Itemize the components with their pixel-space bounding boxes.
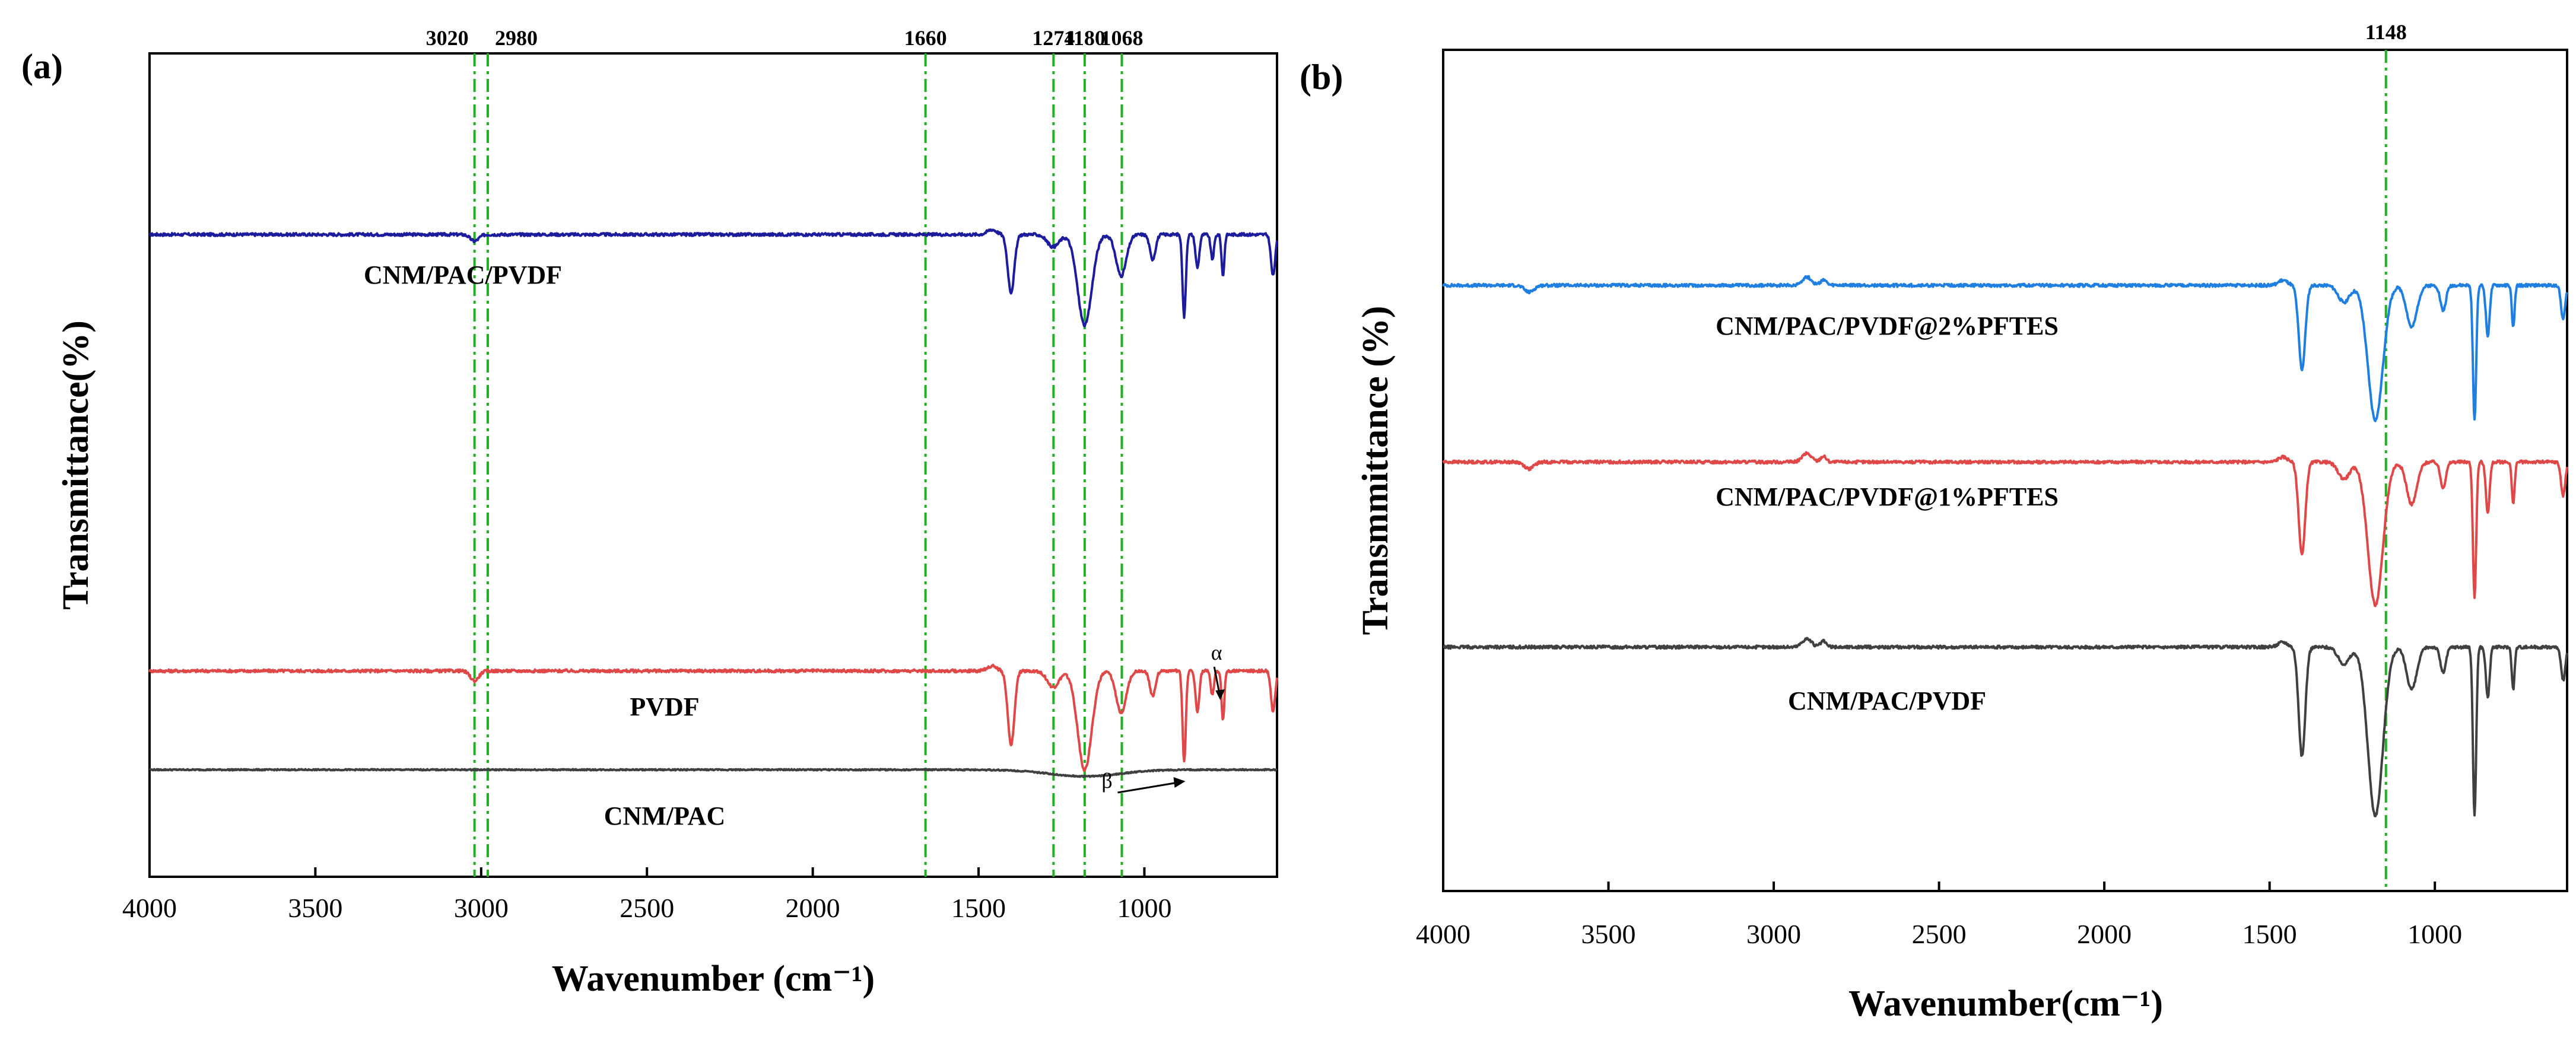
panel-a-x-ticks: 4000 3500 3000 2500 2000 1500 1000	[122, 867, 1171, 923]
panel-b-y-axis-label: Transmmittance (%)	[1355, 306, 1396, 635]
panel-b-label: (b)	[1300, 58, 1343, 97]
curve-label-cnm-pac-pvdf-2-pftes: CNM/PAC/PVDF@2%PFTES	[1716, 311, 2059, 341]
panel-a-label: (a)	[21, 47, 63, 86]
x-tick-label-4000: 4000	[1416, 919, 1470, 949]
x-tick-label-2000: 2000	[2077, 919, 2132, 949]
curve-label-cnm-pac-pvdf-1-pftes: CNM/PAC/PVDF@1%PFTES	[1716, 482, 2059, 511]
x-tick-label-2500: 2500	[620, 893, 674, 923]
ref-line-label-3020: 3020	[426, 26, 469, 50]
panel-a-curve-labels: CNM/PAC/PVDF PVDF CNM/PAC	[364, 260, 725, 831]
panel-b-series	[1442, 275, 2568, 817]
panel-a-plot-frame	[148, 52, 1278, 878]
ref-line-label-1068: 1068	[1100, 26, 1143, 50]
curve-label-pvdf: PVDF	[630, 692, 699, 721]
panel-a-x-axis-label: Wavenumber (cm⁻¹)	[552, 959, 875, 999]
x-tick-label-2500: 2500	[1912, 919, 1967, 949]
x-tick-label-3500: 3500	[1581, 919, 1636, 949]
ref-line-label-2980: 2980	[495, 26, 538, 50]
x-tick-label-1500: 1500	[951, 893, 1006, 923]
panel-b-plot-frame	[1442, 49, 2568, 892]
curve-label-cnm-pac-pvdf: CNM/PAC/PVDF	[1788, 686, 1986, 715]
ref-line-label-1660: 1660	[904, 26, 947, 50]
series-cnm-pac-pvdf	[1443, 637, 2568, 817]
ref-line-label-1274: 1274	[1032, 26, 1075, 50]
panel-b-reference-lines: 1148	[2365, 20, 2407, 891]
series-cnm-pac	[148, 768, 1278, 778]
alpha-annotation: α	[1211, 641, 1222, 664]
series-pvdf	[148, 663, 1278, 772]
panel-b-x-ticks: 4000 3500 3000 2500 2000 1500 1000	[1416, 882, 2462, 949]
series-cnm-pac-pvdf-1-pftes	[1442, 451, 2568, 607]
x-tick-label-3000: 3000	[454, 893, 509, 923]
ref-line-label-1148: 1148	[2365, 20, 2407, 44]
panel-b-x-axis-label: Wavenumber(cm⁻¹)	[1848, 984, 2163, 1024]
series-cnm-pac-pvdf-2-pftes	[1442, 275, 2568, 422]
alpha-arrowhead	[1215, 689, 1225, 700]
panel-a-y-axis-label: Transmittance(%)	[56, 320, 96, 610]
panel-b: (b) 1148 CNM/PAC/PVDF@2%PFTESCNM/PAC/PVD…	[1300, 20, 2568, 1024]
curve-label-cnm-pac: CNM/PAC	[604, 801, 725, 831]
series-cnm-pac-pvdf	[149, 228, 1278, 327]
beta-annotation: β	[1101, 769, 1112, 793]
beta-arrow	[1117, 781, 1182, 794]
x-tick-label-4000: 4000	[122, 893, 177, 923]
panel-b-curve-labels: CNM/PAC/PVDF@2%PFTES CNM/PAC/PVDF@1%PFTES…	[1716, 311, 2059, 715]
panel-a-annotations: αβ	[1101, 641, 1225, 794]
curve-label-cnm-pac-pvdf: CNM/PAC/PVDF	[364, 260, 562, 289]
x-tick-label-2000: 2000	[786, 893, 840, 923]
x-tick-label-3000: 3000	[1746, 919, 1801, 949]
x-tick-label-3500: 3500	[288, 893, 342, 923]
x-tick-label-1500: 1500	[2243, 919, 2297, 949]
ref-line-label-1180: 1180	[1064, 26, 1106, 50]
panel-a-series	[148, 228, 1278, 778]
beta-arrowhead	[1173, 777, 1186, 788]
x-tick-label-1000: 1000	[2407, 919, 2462, 949]
x-tick-label-1000: 1000	[1117, 893, 1171, 923]
